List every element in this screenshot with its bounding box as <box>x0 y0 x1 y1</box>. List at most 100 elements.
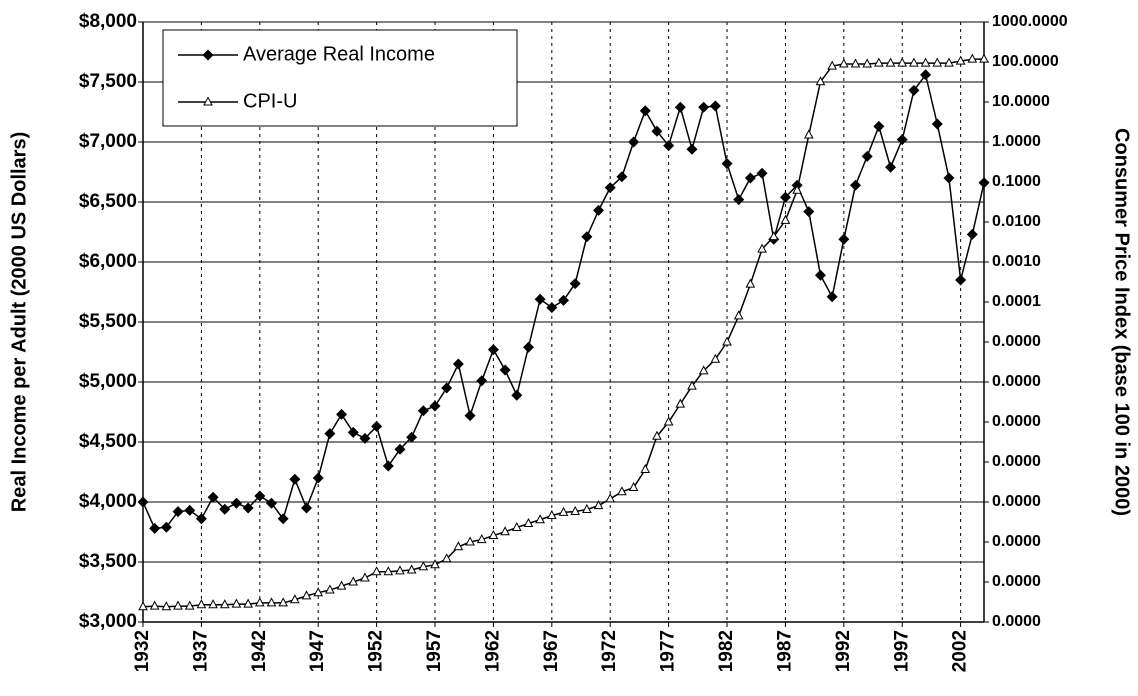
triangle-marker <box>617 486 627 496</box>
diamond-marker <box>242 502 254 514</box>
triangle-marker <box>582 503 592 513</box>
triangle-marker <box>278 597 289 607</box>
triangle-marker <box>838 58 849 68</box>
triangle-marker <box>780 214 791 224</box>
diamond-marker <box>838 233 850 245</box>
diamond-marker <box>301 502 313 514</box>
diamond-marker <box>195 513 207 525</box>
triangle-marker <box>441 553 452 563</box>
diamond-marker <box>254 490 266 502</box>
triangle-marker <box>313 587 324 597</box>
triangle-marker <box>243 598 253 608</box>
diamond-marker <box>324 428 336 440</box>
y2-axis-title: Consumer Price Index (base 100 in 2000) <box>1111 128 1133 516</box>
diamond-marker <box>464 410 476 422</box>
diamond-marker <box>639 105 651 117</box>
y2-tick-label: 10.0000 <box>992 93 1050 110</box>
y-tick-label: $3,500 <box>79 551 137 572</box>
triangle-marker <box>733 310 744 320</box>
diamond-marker <box>826 291 838 303</box>
y-tick-label: $6,500 <box>79 191 137 212</box>
triangle-marker <box>231 598 242 608</box>
triangle-marker <box>663 416 674 426</box>
x-tick-label: 1992 <box>833 630 854 672</box>
diamond-marker <box>487 344 499 356</box>
y2-tick-label: 0.0000 <box>992 533 1041 550</box>
triangle-marker <box>149 600 160 610</box>
diamond-marker <box>277 513 289 525</box>
diamond-marker <box>429 400 441 412</box>
y2-tick-label: 0.0100 <box>992 213 1041 230</box>
triangle-marker <box>558 506 569 516</box>
diamond-marker <box>628 136 640 148</box>
diamond-marker <box>686 143 698 155</box>
triangle-marker <box>488 529 499 540</box>
triangle-marker <box>406 564 417 574</box>
triangle-marker <box>254 597 265 607</box>
diamond-marker <box>511 389 523 401</box>
triangle-marker <box>465 536 475 546</box>
diamond-marker <box>744 172 756 184</box>
diamond-marker <box>756 167 768 179</box>
triangle-marker <box>395 565 405 575</box>
x-tick-label: 1987 <box>774 630 795 672</box>
legend-label: CPI-U <box>243 90 297 112</box>
triangle-marker <box>944 57 954 67</box>
triangle-marker <box>371 566 382 576</box>
diamond-marker <box>359 432 371 444</box>
diamond-marker <box>955 274 967 286</box>
triangle-marker <box>932 57 943 67</box>
diamond-marker <box>803 206 815 218</box>
triangle-marker <box>208 599 218 609</box>
diamond-marker <box>779 191 791 203</box>
triangle-marker <box>967 53 978 63</box>
y2-tick-label: 0.0000 <box>992 493 1041 510</box>
triangle-marker <box>360 572 370 582</box>
diamond-marker <box>873 120 885 132</box>
x-tick-label: 2002 <box>950 630 971 672</box>
diamond-marker <box>920 69 932 81</box>
triangle-marker <box>546 509 557 519</box>
diamond-marker <box>371 420 383 432</box>
y2-tick-label: 1.0000 <box>992 133 1041 150</box>
triangle-marker <box>640 463 651 473</box>
y2-tick-label: 0.0000 <box>992 613 1041 630</box>
y2-tick-label: 1000.0000 <box>992 13 1068 30</box>
y2-tick-label: 0.1000 <box>992 173 1041 190</box>
triangle-marker <box>885 57 896 67</box>
diamond-marker <box>312 472 324 484</box>
diamond-marker <box>441 382 453 394</box>
triangle-marker <box>979 53 989 63</box>
diamond-marker <box>219 503 231 515</box>
triangle-marker <box>196 599 207 609</box>
diamond-marker <box>394 443 406 455</box>
diamond-marker <box>184 504 196 516</box>
x-tick-label: 1972 <box>599 630 620 672</box>
y-tick-label: $6,000 <box>79 251 137 272</box>
diamond-marker <box>861 150 873 162</box>
diamond-marker <box>616 171 628 183</box>
diamond-marker <box>581 231 593 243</box>
triangle-marker <box>698 365 709 375</box>
triangle-marker <box>173 600 183 610</box>
triangle-marker <box>383 566 394 576</box>
diamond-marker <box>546 302 558 314</box>
legend-box <box>162 29 518 127</box>
diamond-marker <box>709 100 721 112</box>
triangle-marker <box>874 57 884 67</box>
triangle-marker <box>909 57 919 67</box>
y2-tick-label: 100.0000 <box>992 53 1059 70</box>
diamond-marker <box>850 179 862 191</box>
legend-label: Average Real Income <box>243 43 435 65</box>
x-tick-label: 1962 <box>482 630 503 672</box>
triangle-marker <box>161 601 172 611</box>
diamond-marker <box>978 177 990 189</box>
triangle-marker <box>570 505 581 515</box>
triangle-marker <box>652 430 662 440</box>
x-tick-label: 1947 <box>307 630 328 672</box>
x-tick-label: 1952 <box>366 630 387 672</box>
diamond-marker <box>417 405 429 417</box>
y-tick-label: $4,500 <box>79 431 137 452</box>
triangle-marker <box>722 336 732 346</box>
